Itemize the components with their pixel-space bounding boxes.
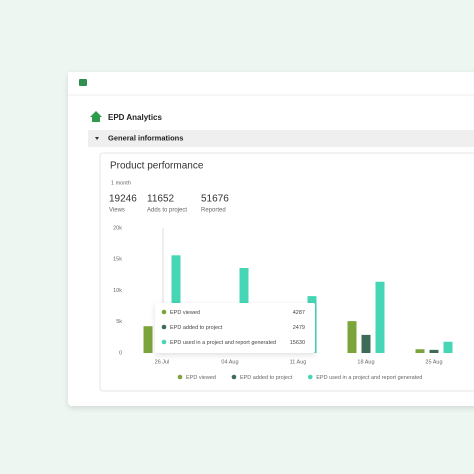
x-tick-label: 26 Jul [155, 359, 170, 365]
legend: EPD viewed EPD added to project EPD used i… [177, 374, 422, 381]
tooltip-value: 4287 [293, 310, 305, 316]
x-tick-label: 18 Aug [357, 359, 374, 365]
bar [347, 321, 357, 353]
legend-label: EPD added to project [240, 375, 293, 381]
legend-swatch [177, 374, 183, 380]
tooltip-label: EPD viewed [170, 310, 200, 316]
card [99, 152, 474, 392]
tooltip-swatch [161, 309, 167, 315]
tab-icon [79, 79, 87, 86]
tooltip-value: 15630 [290, 340, 305, 346]
stat-label: Reported [201, 208, 226, 214]
y-tick-label: 15k [113, 257, 122, 263]
stat-value: 11652 [147, 194, 175, 205]
legend-label: EPD viewed [186, 375, 216, 381]
bar [429, 349, 439, 353]
tooltip-swatch [161, 324, 167, 330]
tooltip-value: 2479 [293, 325, 305, 331]
tooltip-label: EPD added to project [170, 325, 223, 331]
tooltip-box [155, 303, 315, 353]
bar [415, 349, 425, 353]
tooltip-swatch [161, 339, 167, 345]
x-tick-label: 25 Aug [425, 359, 442, 365]
home-icon[interactable] [90, 111, 102, 122]
bar [443, 341, 453, 353]
stat-value: 51676 [201, 194, 229, 205]
legend-swatch [307, 374, 313, 380]
card-title: Product performance [110, 161, 204, 172]
section-bar[interactable] [88, 130, 474, 147]
tab[interactable] [68, 72, 158, 94]
stat-label: Adds to project [147, 208, 187, 214]
period-select[interactable]: 1 month [111, 180, 131, 186]
bar [375, 281, 385, 353]
section-title: General informations [108, 133, 183, 142]
y-tick-label: 5k [116, 319, 122, 325]
tooltip: EPD viewed 4287 EPD added to project 2479 EP… [155, 303, 315, 353]
legend-swatch [231, 374, 237, 380]
tooltip-label: EPD used in a project and report generat… [170, 340, 276, 346]
x-tick-label: 04 Aug [221, 359, 238, 365]
stat-label: Views [109, 208, 125, 214]
y-tick-label: 0 [119, 350, 122, 356]
y-tick-label: 10k [113, 288, 122, 294]
stat-value: 19246 [109, 194, 137, 205]
page-title: EPD Analytics [108, 113, 162, 122]
legend-label: EPD used in a project and report generat… [316, 375, 422, 381]
caret [95, 137, 99, 140]
bar [361, 334, 371, 353]
y-tick-label: 20k [113, 225, 122, 231]
x-tick-label: 11 Aug [290, 359, 307, 365]
bar [143, 326, 153, 353]
